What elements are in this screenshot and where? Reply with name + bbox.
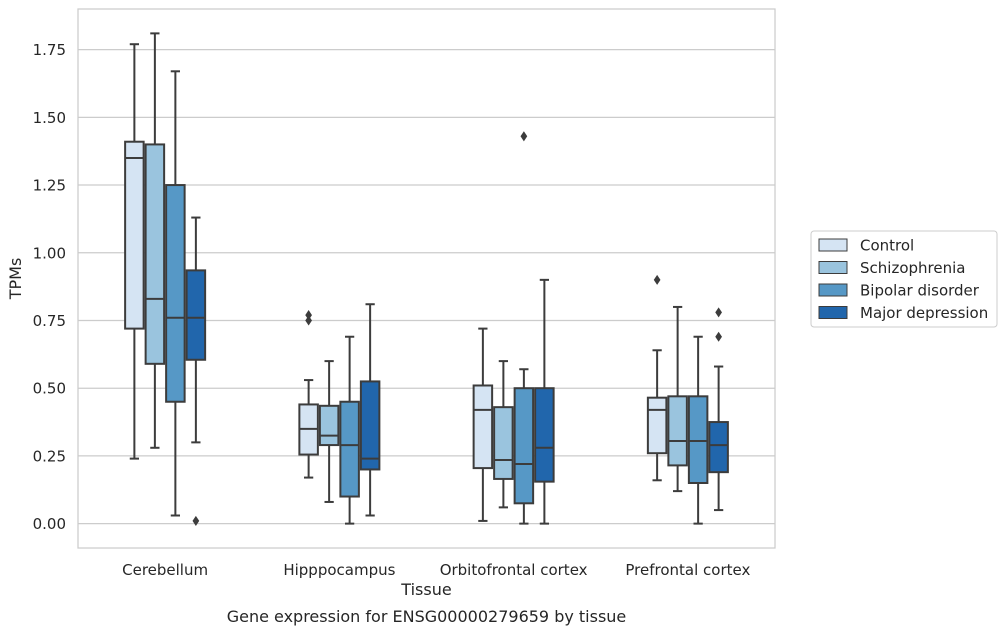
y-tick-label: 0.25: [33, 447, 66, 465]
box-iqr: [124, 140, 145, 330]
x-tick-label: Prefrontal cortex: [625, 561, 750, 579]
box-iqr: [708, 421, 729, 474]
box-iqr: [472, 384, 494, 470]
box-series-layer: [124, 32, 729, 526]
outlier-point: [520, 131, 528, 142]
box-iqr: [646, 396, 668, 455]
box-major-depression: [708, 307, 729, 512]
y-axis-label: TPMs: [6, 258, 25, 301]
y-tick-label: 1.00: [33, 244, 66, 262]
legend-label: Bipolar disorder: [860, 282, 980, 300]
outlier-point: [653, 274, 661, 285]
y-tick-label: 1.50: [33, 109, 66, 127]
plot-frame: [77, 8, 776, 549]
y-tick-label: 0.50: [33, 380, 66, 398]
legend-frame: [810, 230, 998, 328]
legend-swatch: [818, 238, 848, 252]
box-schizophrenia: [493, 360, 514, 509]
box-schizophrenia: [667, 305, 688, 493]
box-control: [124, 43, 145, 460]
outlier-point: [192, 515, 200, 526]
box-iqr: [359, 380, 381, 471]
legend-swatch: [818, 283, 848, 297]
box-iqr: [185, 269, 207, 361]
x-tick-labels: Cerebellum Hipppocampus Orbitofrontal cort…: [122, 561, 750, 579]
y-tick-label: 0.00: [33, 515, 66, 533]
x-axis-label: Tissue: [400, 580, 451, 599]
chart-caption: Gene expression for ENSG00000279659 by t…: [227, 607, 627, 626]
outlier-point: [715, 307, 722, 318]
box-major-depression: [185, 216, 207, 526]
box-iqr: [318, 404, 340, 447]
box-bipolar-disorder: [165, 70, 186, 517]
legend-swatch: [818, 306, 848, 319]
box-iqr: [687, 395, 709, 484]
box-control: [472, 327, 494, 522]
box-bipolar-disorder: [339, 335, 360, 525]
box-bipolar-disorder: [687, 335, 709, 525]
legend-swatch: [818, 261, 848, 274]
box-iqr: [667, 395, 688, 467]
box-bipolar-disorder: [513, 131, 535, 525]
box-schizophrenia: [144, 32, 166, 449]
box-iqr: [144, 143, 166, 365]
box-iqr: [513, 387, 535, 505]
box-major-depression: [534, 278, 555, 525]
box-control: [298, 310, 319, 479]
x-tick-label: Cerebellum: [122, 561, 208, 579]
box-iqr: [165, 184, 186, 403]
legend-label: Schizophrenia: [860, 259, 965, 277]
outlier-point: [305, 310, 312, 321]
outlier-point: [305, 315, 312, 326]
y-tick-label: 1.25: [33, 177, 66, 195]
box-control: [646, 274, 668, 482]
box-schizophrenia: [318, 360, 340, 503]
y-tick-labels: 0.00 0.25 0.50 0.75 1.00 1.25 1.50 1.75: [33, 41, 66, 533]
y-tick-label: 0.75: [33, 312, 66, 330]
x-tick-label: Orbitofrontal cortex: [440, 561, 588, 579]
legend-label: Major depression: [860, 304, 988, 322]
box-major-depression: [359, 303, 381, 517]
legend-label: Control: [860, 237, 914, 255]
box-iqr: [339, 400, 360, 498]
x-tick-label: Hipppocampus: [283, 561, 395, 579]
y-tick-label: 1.75: [33, 41, 66, 59]
outlier-point: [715, 331, 722, 342]
legend: Control Schizophrenia Bipolar disorder Majo…: [810, 230, 998, 328]
box-iqr: [534, 387, 555, 483]
box-iqr: [493, 406, 514, 480]
